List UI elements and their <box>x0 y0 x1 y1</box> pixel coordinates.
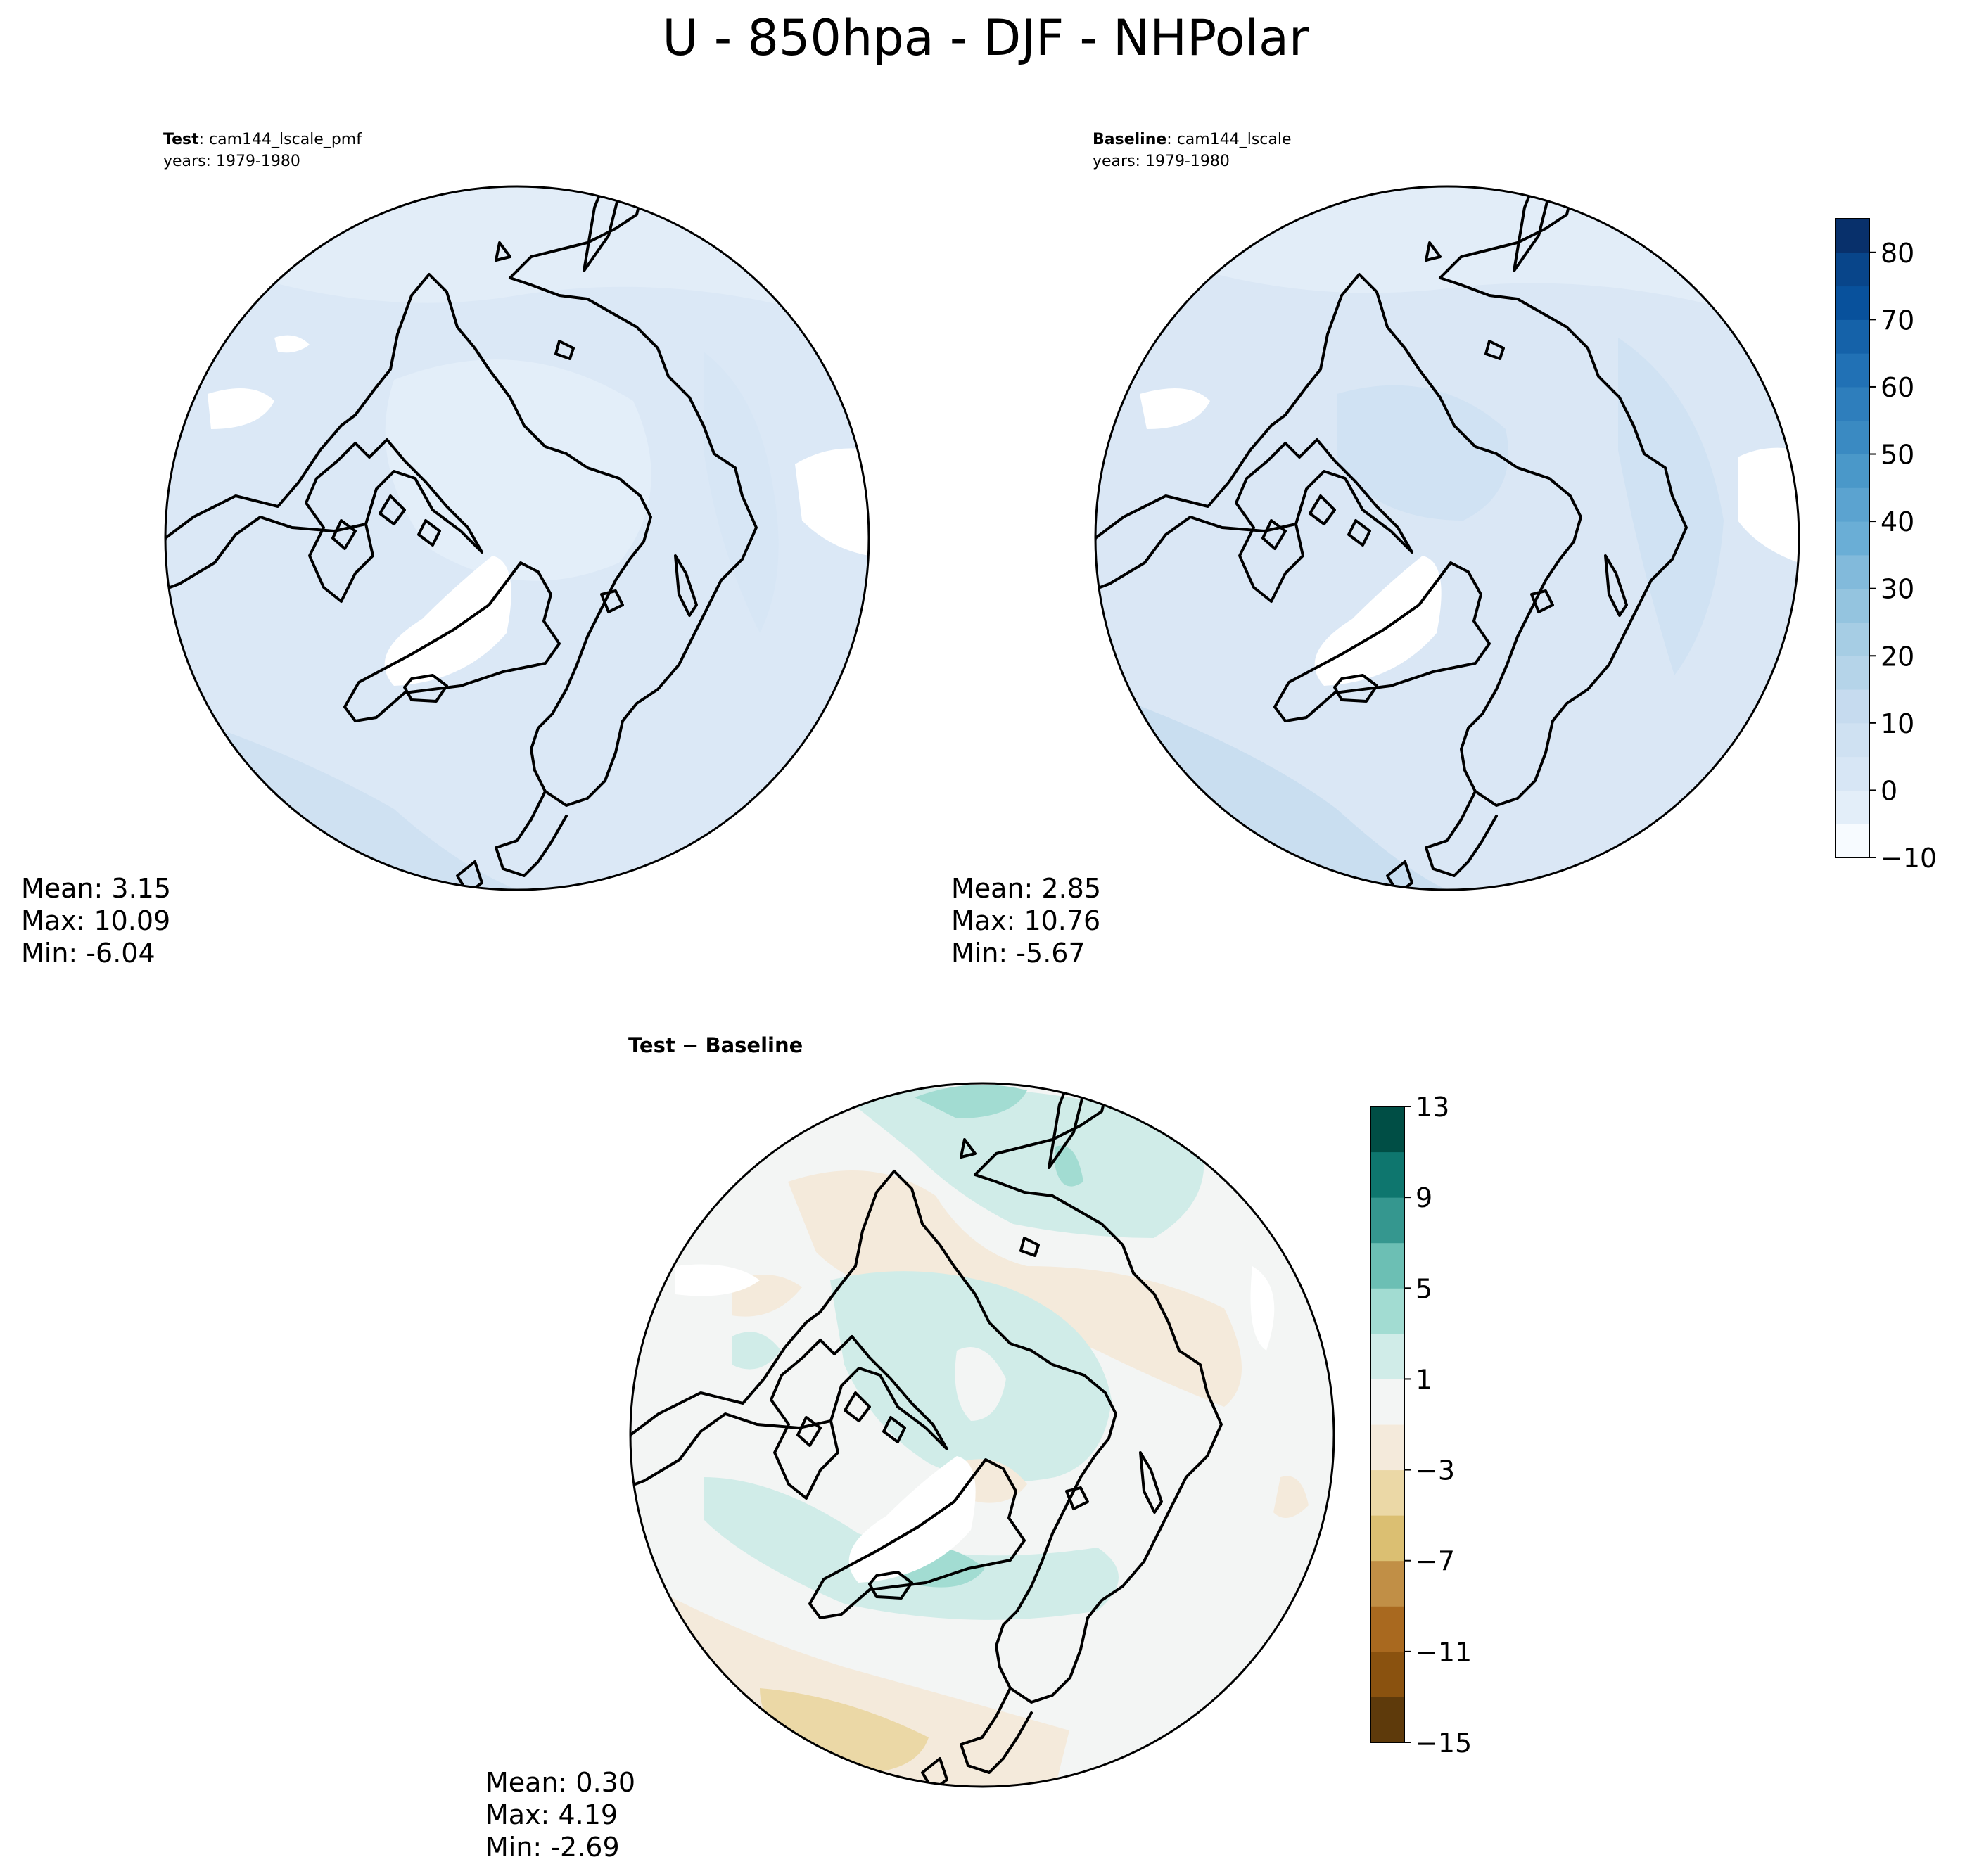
colorbar-diff-swatch <box>1370 1469 1404 1516</box>
colorbar-main-swatch <box>1836 252 1869 287</box>
panel-test-label-bold: Test <box>163 131 199 148</box>
panel-baseline-field <box>1095 186 1799 890</box>
colorbar-main-swatch <box>1836 554 1869 589</box>
colorbar-main-tick-label: 30 <box>1881 574 1914 605</box>
colorbar-main-swatch <box>1836 319 1869 354</box>
colorbar-main-swatch <box>1836 420 1869 455</box>
colorbar-main-tick-label: 10 <box>1881 708 1914 739</box>
colorbar-main-swatch <box>1836 790 1869 824</box>
colorbar-main-swatch <box>1836 386 1869 421</box>
colorbar-main-tick-label: 80 <box>1881 238 1914 269</box>
colorbar-diff-tick-label: −7 <box>1416 1546 1455 1577</box>
colorbar-main-swatch <box>1836 219 1869 253</box>
colorbar-diff-swatch <box>1370 1379 1404 1425</box>
colorbar-diff-swatch <box>1370 1606 1404 1652</box>
colorbar-diff-tick-label: 1 <box>1416 1364 1432 1395</box>
panel-diff-min: Min: -2.69 <box>485 1832 620 1863</box>
panel-diff-label-test: Test <box>628 1033 675 1057</box>
colorbar-main-tick-label: −10 <box>1881 843 1937 874</box>
panel-baseline-mean: Mean: 2.85 <box>951 873 1101 904</box>
colorbar-main-swatch <box>1836 824 1869 858</box>
colorbar-diff-swatch <box>1370 1197 1404 1244</box>
colorbar-diff-tick-label: 5 <box>1416 1273 1432 1304</box>
colorbar-main-tick-label: 70 <box>1881 305 1914 336</box>
panel-baseline-years: years: 1979-1980 <box>1093 153 1230 170</box>
panel-test-min: Min: -6.04 <box>21 938 155 969</box>
colorbar-main-swatch <box>1836 286 1869 320</box>
panel-test-field <box>165 186 869 890</box>
colorbar-diff-swatch <box>1370 1242 1404 1289</box>
panel-test-years: years: 1979-1980 <box>163 153 300 170</box>
panel-baseline-label-bold: Baseline <box>1093 131 1166 148</box>
colorbar-main-tick-label: 50 <box>1881 440 1914 471</box>
colorbar-diff-tick-label: −15 <box>1416 1728 1472 1759</box>
colorbar-main-swatch <box>1836 722 1869 758</box>
panel-baseline-max: Max: 10.76 <box>951 905 1100 936</box>
colorbar-diff-swatch <box>1370 1151 1404 1198</box>
colorbar-main-tick-label: 20 <box>1881 641 1914 672</box>
colorbar-main-tick-label: 40 <box>1881 506 1914 537</box>
colorbar-main-swatch <box>1836 756 1869 791</box>
colorbar-diff-swatch <box>1370 1333 1404 1379</box>
colorbar-diff-swatch <box>1370 1106 1404 1153</box>
panel-test-max: Max: 10.09 <box>21 905 170 936</box>
colorbar-main-tick-label: 0 <box>1881 775 1897 806</box>
panel-diff-max: Max: 4.19 <box>485 1799 618 1830</box>
colorbar-diff-swatch <box>1370 1651 1404 1697</box>
panel-baseline-min: Min: -5.67 <box>951 938 1086 969</box>
colorbar-diff-swatch <box>1370 1424 1404 1471</box>
colorbar-diff-tick-label: 13 <box>1416 1092 1449 1123</box>
panel-test-label-case: : cam144_lscale_pmf <box>199 131 363 148</box>
colorbar-diff: 13 9 5 1 −3 −7 −11 −15 <box>1370 1092 1472 1759</box>
colorbar-main-swatch <box>1836 521 1869 556</box>
colorbar-main-swatch <box>1836 689 1869 724</box>
panel-test-map: Test: cam144_lscale_pmf years: 1979-1980… <box>21 131 870 969</box>
colorbar-diff-swatch <box>1370 1697 1404 1743</box>
colorbar-main-swatch <box>1836 656 1869 690</box>
colorbar-main-swatch <box>1836 454 1869 488</box>
panel-diff-map: Test − Baseline Mean: 0.30 Max: 4.1 <box>485 1033 1335 1863</box>
panel-diff-mean: Mean: 0.30 <box>485 1767 635 1798</box>
colorbar-main-swatch <box>1836 353 1869 388</box>
colorbar-main-swatch <box>1836 588 1869 623</box>
figure-title: U - 850hpa - DJF - NHPolar <box>662 9 1309 67</box>
panel-test-label: Test: cam144_lscale_pmf <box>163 131 362 148</box>
panel-baseline-label: Baseline: cam144_lscale <box>1093 131 1292 148</box>
colorbar-main-tick-label: 60 <box>1881 372 1914 403</box>
colorbar-main-swatch <box>1836 622 1869 656</box>
colorbar-diff-tick-label: 9 <box>1416 1182 1432 1213</box>
panel-test-mean: Mean: 3.15 <box>21 873 171 904</box>
panel-diff-label: Test − Baseline <box>628 1033 803 1057</box>
colorbar-diff-swatch <box>1370 1560 1404 1607</box>
colorbar-diff-swatch <box>1370 1288 1404 1334</box>
panel-baseline-label-case: : cam144_lscale <box>1166 131 1291 148</box>
colorbar-diff-swatch <box>1370 1515 1404 1562</box>
colorbar-main-swatch <box>1836 487 1869 522</box>
panel-baseline-map: Baseline: cam144_lscale years: 1979-1980… <box>951 131 1800 969</box>
colorbar-diff-tick-label: −3 <box>1416 1455 1455 1486</box>
panel-diff-label-baseline: Baseline <box>705 1033 803 1057</box>
colorbar-diff-tick-label: −11 <box>1416 1637 1472 1668</box>
colorbar-main: 80 70 60 50 40 30 20 10 0 −10 <box>1835 218 1937 874</box>
panel-diff-label-minus: − <box>675 1033 706 1057</box>
